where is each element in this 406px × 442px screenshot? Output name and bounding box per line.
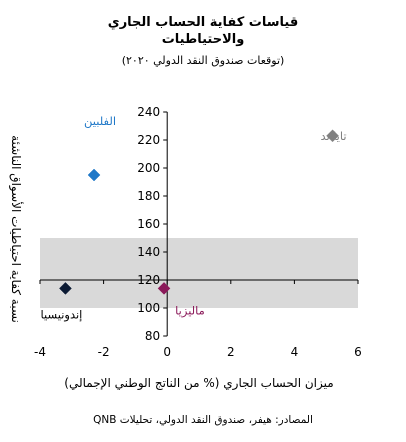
chart-title-line-2: والاحتياطيات [161,32,245,47]
point-label: إندونيسيا [40,307,82,322]
y-tick-label: 200 [137,161,160,175]
x-tick-label: -2 [98,345,110,359]
y-tick-label: 80 [145,329,160,343]
data-point [157,282,171,295]
x-tick-label: 6 [354,345,362,359]
y-tick-label: 180 [137,189,160,203]
chart-title-line-1: قياسات كفاية الحساب الجاري [107,15,299,30]
y-axis-title: نسبة كفاية احتياطيات الأسواق الناشئة [8,135,24,323]
chart-subtitle: (توقعات صندوق النقد الدولي ٢٠٢٠) [121,54,285,67]
point-label: ماليزيا [175,303,205,318]
y-tick-label: 140 [137,245,160,259]
x-tick-label: 2 [227,345,235,359]
y-tick-label: 160 [137,217,160,231]
data-point [87,168,101,182]
data-point [326,129,339,143]
reference-band [40,238,358,308]
y-tick-label: 100 [137,301,160,315]
x-axis-title: ميزان الحساب الجاري (% من الناتج الوطني … [64,376,333,391]
y-tick-label: 220 [137,133,160,147]
y-tick-label: 120 [137,273,160,287]
x-tick-label: 0 [163,345,171,359]
point-label: الفلبين [84,114,116,129]
y-tick-label: 240 [137,105,160,119]
x-tick-label: 4 [291,345,299,359]
x-tick-label: -4 [34,345,46,359]
point-label: تايلاند [321,129,347,143]
data-point [59,282,72,295]
source-note: المصادر: هيفر، صندوق النقد الدولي، تحليل… [93,414,313,426]
